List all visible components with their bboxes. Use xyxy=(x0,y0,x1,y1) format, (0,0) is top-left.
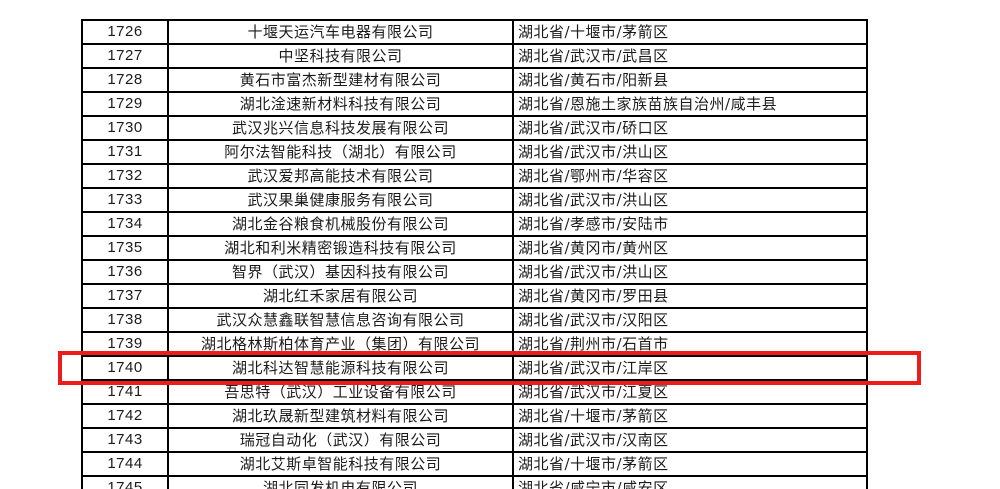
company-name-cell: 中坚科技有限公司 xyxy=(169,45,514,69)
location-cell: 湖北省/恩施土家族苗族自治州/咸丰县 xyxy=(514,93,868,117)
row-number-cell: 1728 xyxy=(83,69,169,93)
location-cell: 湖北省/武汉市/江夏区 xyxy=(514,381,868,405)
row-number-cell: 1744 xyxy=(83,453,169,477)
company-name-cell: 智界（武汉）基因科技有限公司 xyxy=(169,261,514,285)
row-number-cell: 1729 xyxy=(83,93,169,117)
company-name-cell: 湖北同发机电有限公司 xyxy=(169,477,514,489)
company-table: 1726 十堰天运汽车电器有限公司 湖北省/十堰市/茅箭区 1727 中坚科技有… xyxy=(81,19,868,489)
location-cell: 湖北省/黄冈市/黄州区 xyxy=(514,237,868,261)
row-number-cell: 1736 xyxy=(83,261,169,285)
company-name-cell: 湖北玖晟新型建筑材料有限公司 xyxy=(169,405,514,429)
location-cell: 湖北省/荆州市/石首市 xyxy=(514,333,868,357)
row-number-cell: 1738 xyxy=(83,309,169,333)
location-cell: 湖北省/咸宁市/咸安区 xyxy=(514,477,868,489)
row-number-cell: 1735 xyxy=(83,237,169,261)
location-cell: 湖北省/十堰市/茅箭区 xyxy=(514,21,868,45)
location-cell: 湖北省/鄂州市/华容区 xyxy=(514,165,868,189)
company-name-cell: 吾思特（武汉）工业设备有限公司 xyxy=(169,381,514,405)
location-cell: 湖北省/黄石市/阳新县 xyxy=(514,69,868,93)
row-number-cell: 1732 xyxy=(83,165,169,189)
row-number-cell: 1741 xyxy=(83,381,169,405)
location-cell: 湖北省/武汉市/洪山区 xyxy=(514,141,868,165)
company-name-cell: 十堰天运汽车电器有限公司 xyxy=(169,21,514,45)
company-name-cell: 湖北格林斯柏体育产业（集团）有限公司 xyxy=(169,333,514,357)
location-cell: 湖北省/武汉市/汉阳区 xyxy=(514,309,868,333)
row-number-cell: 1737 xyxy=(83,285,169,309)
row-number-cell: 1745 xyxy=(83,477,169,489)
row-number-cell: 1739 xyxy=(83,333,169,357)
location-cell: 湖北省/黄冈市/罗田县 xyxy=(514,285,868,309)
location-cell: 湖北省/武汉市/洪山区 xyxy=(514,189,868,213)
row-number-cell: 1743 xyxy=(83,429,169,453)
row-number-cell: 1734 xyxy=(83,213,169,237)
row-number-cell: 1740 xyxy=(83,357,169,381)
location-cell: 湖北省/武汉市/武昌区 xyxy=(514,45,868,69)
row-number-cell: 1742 xyxy=(83,405,169,429)
company-name-cell: 湖北红禾家居有限公司 xyxy=(169,285,514,309)
location-cell: 湖北省/十堰市/茅箭区 xyxy=(514,405,868,429)
company-name-cell: 武汉众慧鑫联智慧信息咨询有限公司 xyxy=(169,309,514,333)
row-number-cell: 1727 xyxy=(83,45,169,69)
company-name-cell: 瑞冠自动化（武汉）有限公司 xyxy=(169,429,514,453)
company-name-cell: 湖北淦速新材料科技有限公司 xyxy=(169,93,514,117)
company-name-cell: 黄石市富杰新型建材有限公司 xyxy=(169,69,514,93)
company-name-cell: 湖北和利米精密锻造科技有限公司 xyxy=(169,237,514,261)
company-name-cell: 武汉果巢健康服务有限公司 xyxy=(169,189,514,213)
row-number-cell: 1726 xyxy=(83,21,169,45)
row-number-cell: 1731 xyxy=(83,141,169,165)
location-cell: 湖北省/武汉市/汉南区 xyxy=(514,429,868,453)
company-name-cell: 武汉兆兴信息科技发展有限公司 xyxy=(169,117,514,141)
row-number-cell: 1730 xyxy=(83,117,169,141)
company-name-cell: 阿尔法智能科技（湖北）有限公司 xyxy=(169,141,514,165)
location-cell: 湖北省/武汉市/洪山区 xyxy=(514,261,868,285)
company-name-cell: 湖北金谷粮食机械股份有限公司 xyxy=(169,213,514,237)
location-cell: 湖北省/十堰市/茅箭区 xyxy=(514,453,868,477)
location-cell: 湖北省/孝感市/安陆市 xyxy=(514,213,868,237)
company-name-cell: 湖北艾斯卓智能科技有限公司 xyxy=(169,453,514,477)
location-cell: 湖北省/武汉市/江岸区 xyxy=(514,357,868,381)
row-number-cell: 1733 xyxy=(83,189,169,213)
location-cell: 湖北省/武汉市/硚口区 xyxy=(514,117,868,141)
company-name-cell: 湖北科达智慧能源科技有限公司 xyxy=(169,357,514,381)
company-name-cell: 武汉爱邦高能技术有限公司 xyxy=(169,165,514,189)
